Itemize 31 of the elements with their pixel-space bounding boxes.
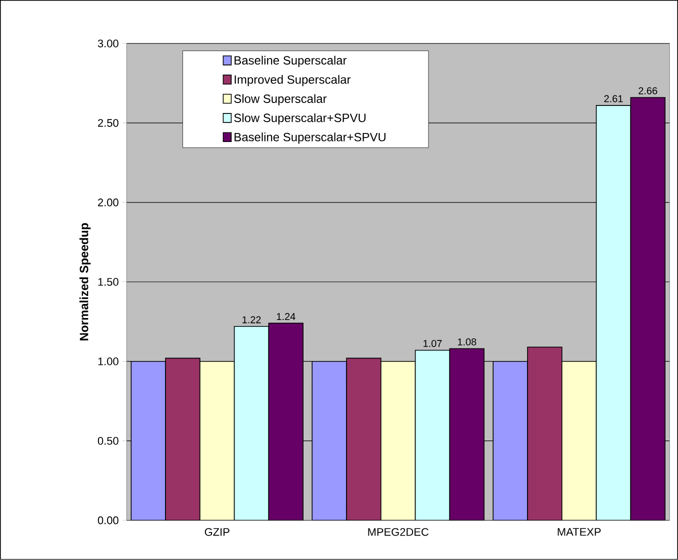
bar bbox=[234, 326, 270, 520]
x-tick-label: GZIP bbox=[204, 528, 230, 536]
bar bbox=[449, 348, 484, 520]
y-tick-label: 1.50 bbox=[98, 278, 118, 286]
legend-label: Slow Superscalar bbox=[234, 94, 327, 106]
bar bbox=[630, 97, 666, 520]
bar bbox=[527, 346, 562, 520]
y-tick-label: 0.00 bbox=[98, 516, 118, 524]
y-tick-label: 2.00 bbox=[98, 198, 118, 206]
data-label: 2.61 bbox=[604, 95, 623, 102]
y-tick-label: 2.50 bbox=[98, 119, 118, 127]
bar bbox=[596, 105, 632, 520]
legend-label: Baseline Superscalar bbox=[234, 56, 347, 68]
y-axis-title: Normalized Speedup bbox=[79, 223, 91, 340]
x-tick-label: MPEG2DEC bbox=[368, 528, 429, 536]
y-tick-label: 1.00 bbox=[98, 358, 118, 366]
data-label: 1.07 bbox=[424, 340, 442, 348]
y-tick-label: 3.00 bbox=[98, 40, 118, 48]
data-label: 1.08 bbox=[458, 338, 476, 346]
data-label: 1.22 bbox=[242, 316, 261, 324]
bar bbox=[414, 350, 450, 520]
x-tick-label: MATEXP bbox=[558, 528, 601, 536]
legend-label: Improved Superscalar bbox=[234, 75, 351, 86]
bar bbox=[268, 322, 304, 520]
data-label: 2.66 bbox=[638, 87, 658, 94]
legend-label: Slow Superscalar+SPVU bbox=[234, 113, 366, 125]
y-tick-label: 0.50 bbox=[98, 437, 118, 445]
data-label: 1.24 bbox=[276, 313, 296, 320]
bar bbox=[165, 358, 200, 520]
legend-label: Baseline Superscalar+SPVU bbox=[234, 132, 386, 144]
bar bbox=[346, 358, 382, 520]
